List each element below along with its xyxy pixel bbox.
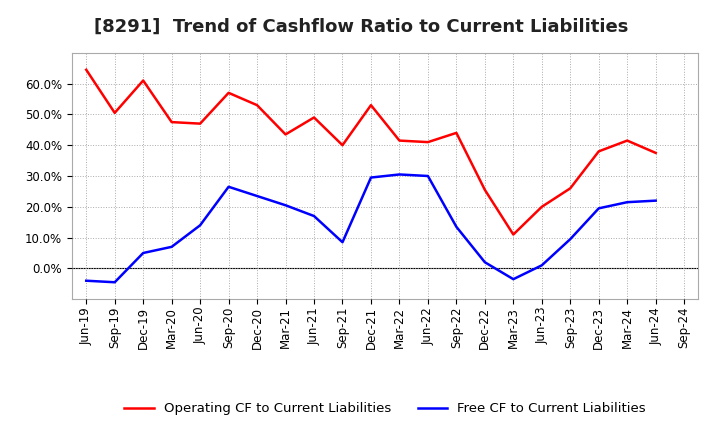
Free CF to Current Liabilities bbox=[423, 173, 432, 179]
Operating CF to Current Liabilities bbox=[595, 149, 603, 154]
Operating CF to Current Liabilities bbox=[623, 138, 631, 143]
Operating CF to Current Liabilities bbox=[196, 121, 204, 126]
Operating CF to Current Liabilities bbox=[310, 115, 318, 120]
Legend: Operating CF to Current Liabilities, Free CF to Current Liabilities: Operating CF to Current Liabilities, Fre… bbox=[120, 397, 651, 421]
Line: Free CF to Current Liabilities: Free CF to Current Liabilities bbox=[86, 174, 656, 282]
Free CF to Current Liabilities bbox=[480, 260, 489, 265]
Free CF to Current Liabilities bbox=[452, 224, 461, 230]
Operating CF to Current Liabilities bbox=[225, 90, 233, 95]
Free CF to Current Liabilities bbox=[366, 175, 375, 180]
Operating CF to Current Liabilities bbox=[282, 132, 290, 137]
Free CF to Current Liabilities bbox=[225, 184, 233, 189]
Operating CF to Current Liabilities bbox=[509, 232, 518, 237]
Operating CF to Current Liabilities bbox=[395, 138, 404, 143]
Line: Operating CF to Current Liabilities: Operating CF to Current Liabilities bbox=[86, 70, 656, 235]
Operating CF to Current Liabilities bbox=[82, 67, 91, 72]
Operating CF to Current Liabilities bbox=[452, 130, 461, 136]
Free CF to Current Liabilities bbox=[595, 205, 603, 211]
Operating CF to Current Liabilities bbox=[110, 110, 119, 116]
Operating CF to Current Liabilities bbox=[652, 150, 660, 156]
Free CF to Current Liabilities bbox=[167, 244, 176, 249]
Free CF to Current Liabilities bbox=[253, 194, 261, 199]
Free CF to Current Liabilities bbox=[139, 250, 148, 256]
Free CF to Current Liabilities bbox=[82, 278, 91, 283]
Operating CF to Current Liabilities bbox=[423, 139, 432, 145]
Operating CF to Current Liabilities bbox=[480, 187, 489, 193]
Free CF to Current Liabilities bbox=[509, 277, 518, 282]
Free CF to Current Liabilities bbox=[537, 263, 546, 268]
Operating CF to Current Liabilities bbox=[338, 143, 347, 148]
Operating CF to Current Liabilities bbox=[167, 120, 176, 125]
Free CF to Current Liabilities bbox=[623, 200, 631, 205]
Free CF to Current Liabilities bbox=[310, 213, 318, 219]
Operating CF to Current Liabilities bbox=[253, 103, 261, 108]
Free CF to Current Liabilities bbox=[196, 223, 204, 228]
Free CF to Current Liabilities bbox=[566, 237, 575, 242]
Free CF to Current Liabilities bbox=[652, 198, 660, 203]
Free CF to Current Liabilities bbox=[338, 239, 347, 245]
Operating CF to Current Liabilities bbox=[537, 204, 546, 209]
Operating CF to Current Liabilities bbox=[139, 78, 148, 83]
Text: [8291]  Trend of Cashflow Ratio to Current Liabilities: [8291] Trend of Cashflow Ratio to Curren… bbox=[94, 18, 628, 36]
Free CF to Current Liabilities bbox=[282, 202, 290, 208]
Free CF to Current Liabilities bbox=[395, 172, 404, 177]
Operating CF to Current Liabilities bbox=[366, 103, 375, 108]
Free CF to Current Liabilities bbox=[110, 280, 119, 285]
Operating CF to Current Liabilities bbox=[566, 186, 575, 191]
